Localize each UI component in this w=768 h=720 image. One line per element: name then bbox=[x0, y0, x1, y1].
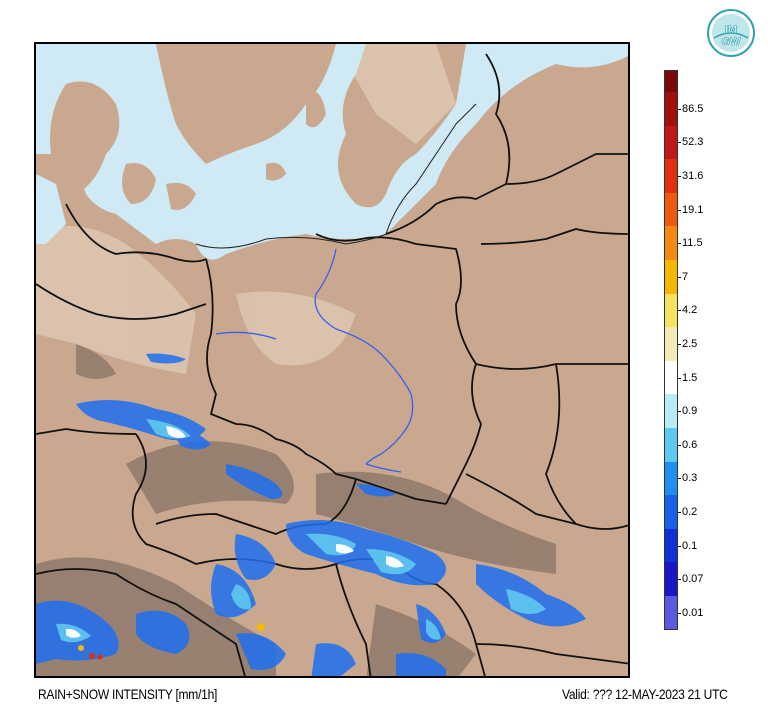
legend-label: 0.2 bbox=[682, 506, 698, 518]
legend-tick bbox=[678, 579, 681, 581]
legend-tick bbox=[678, 545, 681, 547]
precipitation-areas bbox=[36, 353, 586, 676]
precipitation-map bbox=[34, 42, 630, 678]
legend-tick bbox=[678, 512, 681, 513]
legend-color-box bbox=[664, 125, 678, 160]
legend-tick bbox=[678, 478, 681, 480]
legend-label: 31.6 bbox=[682, 170, 704, 182]
legend-color-box bbox=[664, 461, 678, 496]
legend-label: 0.3 bbox=[682, 472, 698, 485]
logo-text-gw: GW bbox=[722, 36, 742, 48]
precipitation-legend: 86.5 52.3 31.6 19.1 11.5 7 4.2 2.5 1.5 0.9 0.6 0.3 0… bbox=[664, 70, 764, 630]
legend-color-top bbox=[664, 70, 678, 92]
legend-label: 86.5 bbox=[682, 102, 704, 115]
legend-color-box bbox=[664, 528, 678, 563]
map-title: RAIN+SNOW INTENSITY [mm/1h] bbox=[38, 686, 218, 702]
legend-label: 0.07 bbox=[682, 573, 704, 586]
legend-tick bbox=[678, 209, 681, 211]
legend-tick bbox=[678, 142, 681, 144]
valid-time: Valid: ??? 12-MAY-2023 21 UTC bbox=[562, 686, 728, 702]
legend-color-box bbox=[664, 159, 678, 193]
legend-color-box bbox=[664, 596, 678, 630]
legend-tick bbox=[678, 377, 681, 379]
legend-tick bbox=[678, 243, 681, 245]
legend-label: 4.2 bbox=[682, 304, 698, 317]
northern-landmasses bbox=[50, 44, 336, 210]
legend-label: 1.5 bbox=[682, 371, 698, 384]
legend-color-box bbox=[664, 260, 678, 294]
legend-color-box bbox=[664, 293, 678, 328]
legend-label: 7 bbox=[682, 270, 689, 283]
legend-color-box bbox=[664, 428, 678, 462]
legend-tick bbox=[678, 444, 681, 446]
rivers bbox=[215, 248, 414, 473]
legend-label: 0.1 bbox=[682, 539, 698, 552]
legend-label: 52.3 bbox=[682, 136, 704, 149]
legend-label: 0.9 bbox=[682, 405, 698, 418]
legend-color-box bbox=[664, 495, 678, 529]
imgw-logo-mark: IM GW bbox=[707, 9, 755, 57]
legend-color-box bbox=[664, 92, 678, 126]
legend-color-box bbox=[664, 360, 678, 395]
map-canvas bbox=[36, 44, 628, 676]
legend-tick bbox=[678, 276, 681, 278]
legend-tick bbox=[678, 344, 681, 345]
country-borders bbox=[36, 53, 628, 676]
legend-color-box bbox=[664, 226, 678, 260]
legend-color-box bbox=[664, 394, 678, 428]
legend-tick bbox=[678, 108, 681, 110]
legend-label: 0.6 bbox=[682, 438, 698, 451]
legend-color-box bbox=[664, 327, 678, 361]
legend-color-box bbox=[664, 562, 678, 596]
legend-tick bbox=[678, 612, 681, 614]
logo-text-im: IM bbox=[725, 24, 737, 36]
legend-tick bbox=[678, 411, 681, 413]
legend-label: 0.01 bbox=[682, 606, 704, 619]
coastlines bbox=[195, 103, 477, 249]
legend-color-box bbox=[664, 192, 678, 227]
imgw-logo: IM GW bbox=[706, 8, 756, 58]
legend-label: 11.5 bbox=[682, 237, 703, 250]
legend-tick bbox=[678, 176, 681, 177]
legend-tick bbox=[678, 310, 681, 312]
lowland-shading bbox=[36, 44, 456, 374]
legend-label: 2.5 bbox=[682, 338, 698, 350]
legend-label: 19.1 bbox=[682, 203, 704, 216]
